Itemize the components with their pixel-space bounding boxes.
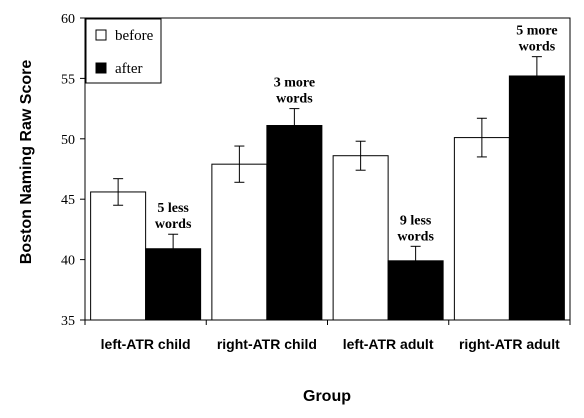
annotation-line: 3 more (274, 76, 315, 91)
annotation-line: words (397, 229, 434, 244)
bar-after (387, 260, 444, 321)
y-tick-label: 55 (61, 72, 75, 87)
y-tick-label: 40 (61, 254, 75, 269)
annotation-line: words (276, 92, 313, 107)
category-label: right-ATR adult (459, 336, 560, 352)
bar-before (332, 155, 389, 321)
y-axis: 35 40 45 50 55 60 (61, 12, 85, 329)
bars-group (90, 56, 565, 321)
legend-label-before: before (115, 28, 154, 44)
annotation-line: 5 more (516, 24, 557, 39)
annotation-label: 5 more words (516, 24, 557, 55)
y-axis-title: Boston Naming Raw Score (18, 60, 35, 265)
legend-swatch-after (95, 62, 107, 74)
annotation-label: 3 more words (274, 76, 315, 107)
y-tick-label: 50 (61, 133, 75, 148)
annotation-label: 9 less words (397, 213, 434, 244)
annotation-line: words (155, 217, 192, 232)
bar-before (211, 163, 268, 321)
annotation-line: words (519, 40, 556, 55)
y-tick-label: 45 (61, 193, 75, 208)
bar-before (90, 191, 147, 321)
category-label: left-ATR child (101, 336, 191, 352)
y-tick-label: 35 (61, 314, 75, 329)
y-tick-label: 60 (61, 12, 75, 27)
category-labels: left-ATR child right-ATR child left-ATR ad… (101, 336, 560, 352)
x-axis (84, 320, 571, 325)
x-axis-title: Group (303, 388, 351, 405)
bar-before (453, 137, 510, 321)
category-label: right-ATR child (217, 336, 317, 352)
legend: before after (85, 18, 162, 84)
legend-label-after: after (115, 61, 142, 77)
annotation-label: 5 less words (155, 201, 192, 232)
annotation-line: 9 less (400, 213, 432, 228)
legend-swatch-before (95, 29, 107, 41)
bar-after (266, 125, 323, 321)
annotation-line: 5 less (157, 201, 189, 216)
category-label: left-ATR adult (343, 336, 434, 352)
bar-after (508, 75, 565, 321)
